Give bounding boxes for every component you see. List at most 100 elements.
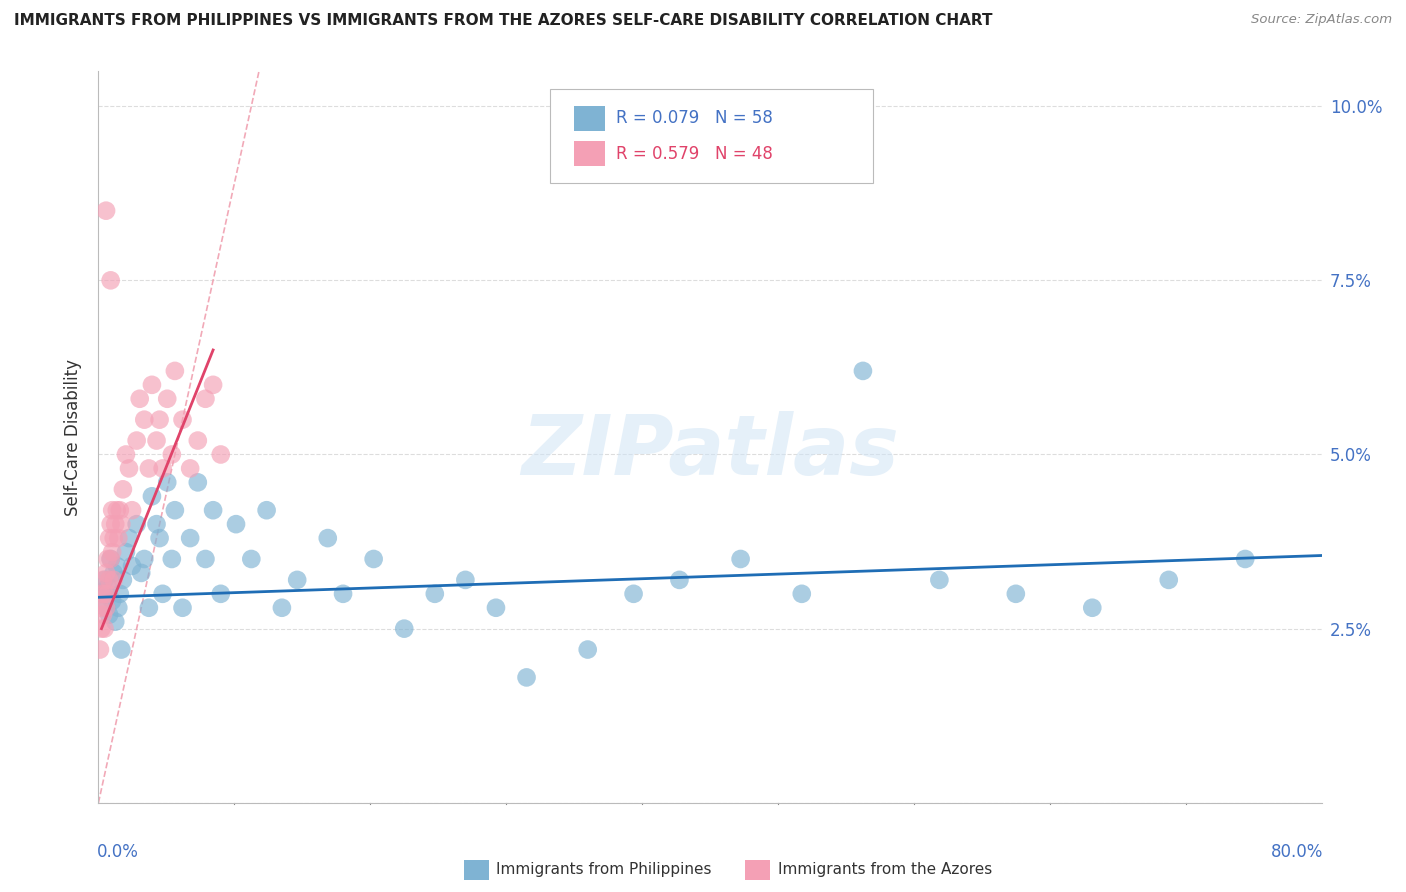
Point — [115, 545, 138, 559]
Point — [138, 600, 160, 615]
Point — [98, 573, 121, 587]
Y-axis label: Self-Care Disability: Self-Care Disability — [65, 359, 83, 516]
Point — [156, 392, 179, 406]
Point — [1234, 552, 1257, 566]
Point — [107, 600, 129, 615]
Point — [152, 461, 174, 475]
Point — [172, 412, 194, 426]
Point — [187, 434, 209, 448]
Point — [101, 545, 124, 559]
Point — [105, 503, 128, 517]
Point — [111, 573, 134, 587]
Point — [152, 587, 174, 601]
Point — [423, 587, 446, 601]
Point — [363, 552, 385, 566]
Point — [172, 600, 194, 615]
Point — [187, 475, 209, 490]
Point — [623, 587, 645, 601]
Text: R = 0.079   N = 58: R = 0.079 N = 58 — [616, 110, 773, 128]
Point — [101, 594, 124, 608]
Point — [454, 573, 477, 587]
Point — [110, 517, 132, 532]
Point — [160, 552, 183, 566]
Point — [98, 607, 121, 622]
Point — [179, 531, 201, 545]
Point — [91, 587, 114, 601]
Point — [668, 573, 690, 587]
Point — [97, 587, 120, 601]
Point — [576, 642, 599, 657]
Point — [101, 503, 124, 517]
Point — [125, 517, 148, 532]
Point — [209, 587, 232, 601]
Point — [202, 377, 225, 392]
Point — [100, 552, 122, 566]
Point — [134, 552, 156, 566]
Point — [103, 573, 125, 587]
Point — [108, 503, 131, 517]
Point — [121, 558, 143, 573]
Point — [93, 622, 115, 636]
Point — [141, 377, 163, 392]
Point — [134, 412, 156, 426]
Point — [104, 615, 127, 629]
Point — [145, 517, 167, 532]
Point — [149, 412, 172, 426]
Point — [163, 503, 186, 517]
Point — [93, 587, 115, 601]
Text: R = 0.579   N = 48: R = 0.579 N = 48 — [616, 145, 773, 163]
Point — [141, 489, 163, 503]
Point — [103, 566, 125, 580]
Point — [108, 587, 131, 601]
Point — [1081, 600, 1104, 615]
Point — [107, 531, 129, 545]
Point — [270, 600, 292, 615]
Point — [138, 461, 160, 475]
Point — [1157, 573, 1180, 587]
Point — [730, 552, 752, 566]
Point — [97, 552, 120, 566]
Point — [118, 531, 141, 545]
Point — [160, 448, 183, 462]
Point — [156, 475, 179, 490]
Point — [1004, 587, 1026, 601]
Point — [121, 503, 143, 517]
Point — [98, 531, 121, 545]
Point — [103, 531, 125, 545]
Point — [163, 364, 186, 378]
Point — [110, 642, 132, 657]
Point — [100, 552, 122, 566]
Point — [316, 531, 339, 545]
Point — [179, 461, 201, 475]
Text: ZIPatlas: ZIPatlas — [522, 411, 898, 492]
Point — [149, 531, 172, 545]
Point — [115, 448, 138, 462]
Point — [111, 483, 134, 497]
Point — [485, 600, 508, 615]
Point — [194, 552, 217, 566]
Point — [90, 587, 112, 601]
Point — [105, 558, 128, 573]
Point — [285, 573, 308, 587]
Point — [93, 573, 115, 587]
Text: Immigrants from Philippines: Immigrants from Philippines — [496, 863, 711, 877]
Point — [100, 273, 122, 287]
Point — [209, 448, 232, 462]
Point — [89, 642, 111, 657]
Point — [516, 670, 538, 684]
Text: 80.0%: 80.0% — [1271, 843, 1323, 861]
Point — [100, 517, 122, 532]
Text: IMMIGRANTS FROM PHILIPPINES VS IMMIGRANTS FROM THE AZORES SELF-CARE DISABILITY C: IMMIGRANTS FROM PHILIPPINES VS IMMIGRANT… — [14, 13, 993, 29]
Point — [240, 552, 263, 566]
Point — [256, 503, 278, 517]
Point — [128, 392, 150, 406]
Point — [91, 573, 114, 587]
Text: Immigrants from the Azores: Immigrants from the Azores — [778, 863, 991, 877]
Point — [89, 600, 111, 615]
Point — [90, 622, 112, 636]
Point — [94, 203, 117, 218]
Point — [94, 566, 117, 580]
Point — [94, 600, 117, 615]
Point — [94, 600, 117, 615]
Point — [91, 607, 114, 622]
